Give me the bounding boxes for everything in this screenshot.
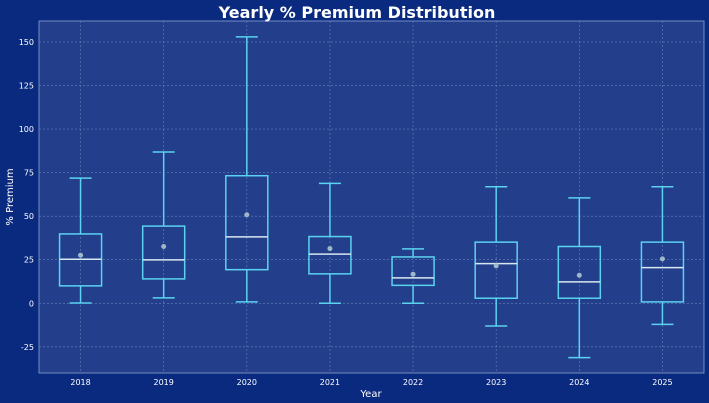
mean-marker — [327, 246, 333, 252]
chart-title: Yearly % Premium Distribution — [218, 3, 496, 22]
box-2018 — [58, 177, 103, 304]
x-axis-label: Year — [359, 389, 382, 400]
box-2025 — [640, 185, 685, 326]
mean-marker — [244, 212, 250, 218]
x-tick-label: 2023 — [486, 378, 506, 387]
box-2022 — [391, 248, 435, 305]
iqr-box — [557, 245, 602, 299]
box-2021 — [308, 182, 352, 305]
mean-marker — [493, 263, 499, 269]
ticks: -25 0 25 50 75 100 125 150 2018 2019 2020 2021 2022 2… — [19, 38, 673, 387]
boxes — [58, 36, 685, 359]
x-tick-label: 2025 — [652, 378, 672, 387]
box-2023 — [474, 185, 518, 327]
y-tick-label: 50 — [24, 212, 34, 221]
iqr-box — [308, 235, 352, 275]
iqr-box — [640, 241, 685, 303]
y-axis-label: % Premium — [5, 168, 16, 225]
x-tick-label: 2019 — [154, 378, 174, 387]
grid — [39, 21, 704, 373]
mean-marker — [161, 243, 167, 249]
x-tick-label: 2021 — [320, 378, 340, 387]
iqr-box — [391, 256, 435, 287]
x-tick-label: 2020 — [237, 378, 257, 387]
box-2020 — [225, 36, 269, 303]
x-tick-label: 2018 — [70, 378, 90, 387]
y-tick-label: 75 — [24, 169, 34, 178]
y-tick-label: 100 — [19, 125, 34, 134]
iqr-box — [141, 225, 186, 280]
plot-area — [38, 20, 705, 374]
box-2019 — [141, 151, 186, 299]
y-tick-label: -25 — [21, 343, 34, 352]
mean-marker — [410, 271, 416, 277]
y-tick-label: 25 — [24, 256, 34, 265]
x-tick-label: 2022 — [403, 378, 423, 387]
box-2024 — [557, 197, 602, 359]
y-tick-label: 125 — [19, 81, 34, 90]
iqr-box — [474, 241, 518, 299]
mean-marker — [576, 272, 582, 278]
mean-marker — [78, 252, 84, 258]
iqr-box — [225, 174, 269, 271]
y-tick-label: 0 — [29, 299, 34, 308]
x-tick-label: 2024 — [569, 378, 589, 387]
y-tick-label: 150 — [19, 38, 34, 47]
mean-marker — [659, 256, 665, 262]
